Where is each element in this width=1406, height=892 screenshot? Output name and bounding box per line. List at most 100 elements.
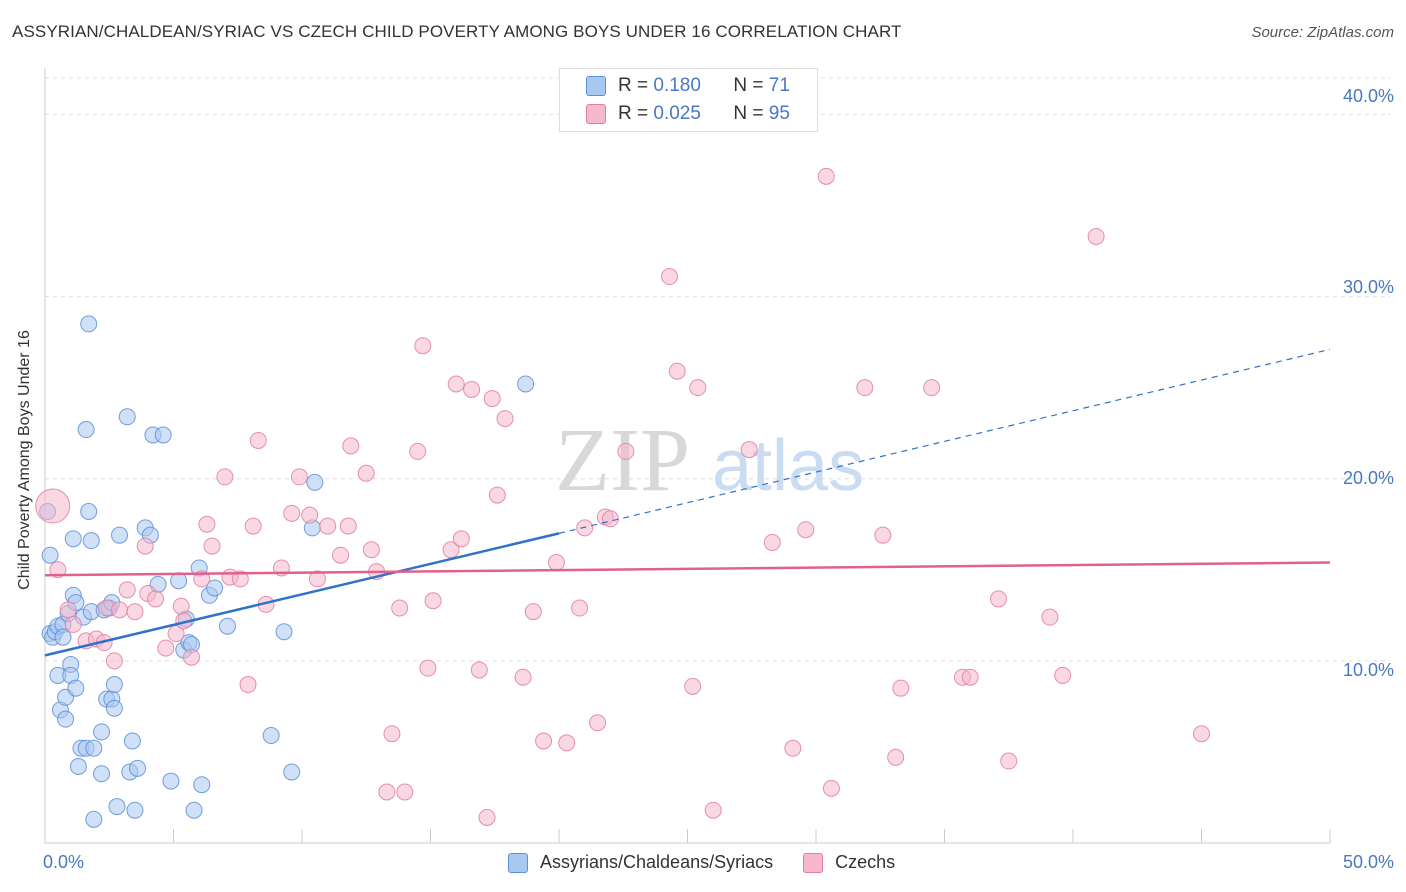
legend-swatch-blue [508,852,528,873]
data-point [517,375,535,393]
data-point [589,714,607,732]
series-assyrians-points [39,315,535,828]
data-point [470,661,488,679]
data-point [126,603,144,621]
data-point [64,530,82,548]
data-point [249,431,267,449]
legend-item-czechs: Czechs [803,852,895,873]
data-point [496,410,514,428]
data-point [535,732,553,750]
y-tick-label-20: 20.0% [1342,468,1394,488]
data-point [93,765,111,783]
data-point [856,379,874,397]
data-point [193,776,211,794]
y-axis-label: Child Poverty Among Boys Under 16 [16,330,33,590]
data-point [111,526,129,544]
data-point [118,581,136,599]
data-point [463,380,481,398]
data-point [1041,608,1059,626]
data-point [689,379,707,397]
data-point [85,810,103,828]
legend-r-value: 0.180 [653,75,701,96]
data-point [661,268,679,286]
data-point [763,533,781,551]
data-point [822,779,840,797]
data-point [244,517,262,535]
data-point [488,486,506,504]
data-point [989,590,1007,608]
data-point [514,668,532,686]
legend-n-value: 71 [768,75,790,96]
legend-label-assyrians: Assyrians/Chaldeans/Syriacs [540,852,774,872]
y-tick-label-40: 40.0% [1342,86,1394,106]
data-point [172,597,190,615]
data-point [342,437,360,455]
data-point [59,601,77,619]
data-point [558,734,576,752]
data-point [362,541,380,559]
data-point [57,710,75,728]
data-point [892,679,910,697]
trend-lines [44,348,1331,657]
legend-n-label: N = [733,103,764,124]
legend-swatch-pink [803,852,824,873]
data-point [923,379,941,397]
legend-label-czechs: Czechs [835,852,896,872]
data-point [67,679,85,697]
data-point [275,623,293,641]
data-point [668,362,686,380]
data-point [306,473,324,491]
data-point [93,723,111,741]
data-point [290,468,308,486]
data-point [82,532,100,550]
x-tick-label-max: 50.0% [1342,852,1394,872]
data-point [571,599,589,617]
data-point [198,515,216,533]
data-point [283,504,301,522]
data-point [357,464,375,482]
data-point [262,727,280,745]
data-point [154,426,172,444]
data-point [216,468,234,486]
data-point [129,759,147,777]
legend-item-assyrians: Assyrians/Chaldeans/Syriacs [508,852,773,873]
data-point [54,628,72,646]
data-point [80,503,98,520]
legend-swatch-pink [586,104,606,124]
series-legend: Assyrians/Chaldeans/Syriacs Czechs [508,852,925,873]
data-point [126,801,144,819]
axes [44,68,1331,844]
legend-swatch-blue [586,76,606,96]
data-point [157,639,175,657]
y-tick-label-30: 30.0% [1342,277,1394,297]
data-point [41,546,59,564]
data-point [108,798,126,816]
data-point [478,809,496,826]
data-point [85,739,103,757]
data-point [182,648,200,666]
data-point [206,579,224,597]
data-point [740,441,758,459]
data-point [111,601,129,619]
data-point [1000,752,1018,770]
data-point [239,676,257,694]
legend-r-value: 0.025 [653,103,701,124]
data-point [105,676,123,694]
data-point [77,421,95,439]
data-point [339,517,357,535]
legend-r-label: R = [618,75,649,96]
data-point [308,570,326,588]
data-point [784,739,802,757]
data-point [817,167,835,185]
data-point [332,546,350,564]
legend-r-label: R = [618,103,649,124]
chart-title: ASSYRIAN/CHALDEAN/SYRIAC VS CZECH CHILD … [12,22,902,41]
data-point [797,521,815,539]
data-point [378,783,396,801]
data-point [874,526,892,544]
data-point [123,732,141,750]
legend-n-value: 95 [768,103,790,124]
data-point [118,408,136,426]
data-point [301,506,319,524]
data-point [49,561,67,579]
